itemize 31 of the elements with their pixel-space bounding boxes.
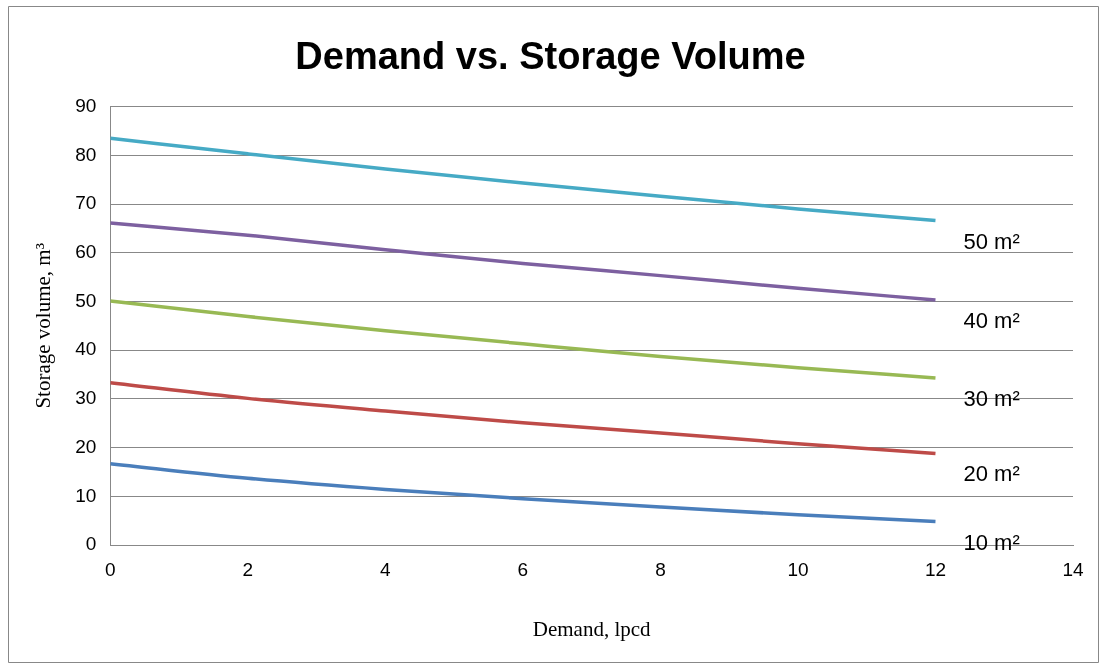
- x-axis-title: Demand, lpcd: [532, 616, 652, 641]
- y-tick-label: 90: [75, 94, 97, 116]
- chart-title: Demand vs. Storage Volume: [295, 35, 806, 78]
- x-tick-label: 4: [380, 558, 392, 580]
- series-label: 30 m²: [963, 385, 1020, 411]
- series-label: 10 m²: [963, 529, 1020, 555]
- y-tick-label: 0: [85, 533, 97, 555]
- line-series: [110, 221, 938, 302]
- line-series: [110, 461, 938, 524]
- series-label: 50 m²: [963, 228, 1020, 254]
- y-axis-title: Storage volume, m³: [31, 243, 56, 409]
- x-tick-label: 8: [655, 558, 666, 580]
- line-series: [110, 381, 938, 456]
- line-series: [110, 299, 938, 380]
- y-tick-label: 70: [75, 192, 97, 214]
- x-tick-label: 6: [517, 558, 529, 580]
- y-tick-label: 20: [75, 435, 97, 457]
- x-tick-label: 2: [242, 558, 254, 580]
- y-tick-label: 60: [75, 240, 97, 262]
- y-tick-label: 80: [75, 143, 97, 165]
- x-tick-label: 0: [105, 558, 116, 580]
- series-label: 20 m²: [963, 461, 1020, 487]
- y-tick-label: 30: [75, 387, 97, 409]
- line-series: [110, 136, 938, 223]
- y-tick-label: 40: [75, 338, 97, 360]
- x-tick-label: 12: [924, 558, 947, 580]
- x-tick-label: 14: [1062, 558, 1084, 580]
- y-tick-label: 50: [75, 289, 97, 311]
- x-tick-label: 10: [787, 558, 809, 580]
- series-label: 40 m²: [963, 308, 1020, 334]
- y-tick-label: 10: [75, 484, 97, 506]
